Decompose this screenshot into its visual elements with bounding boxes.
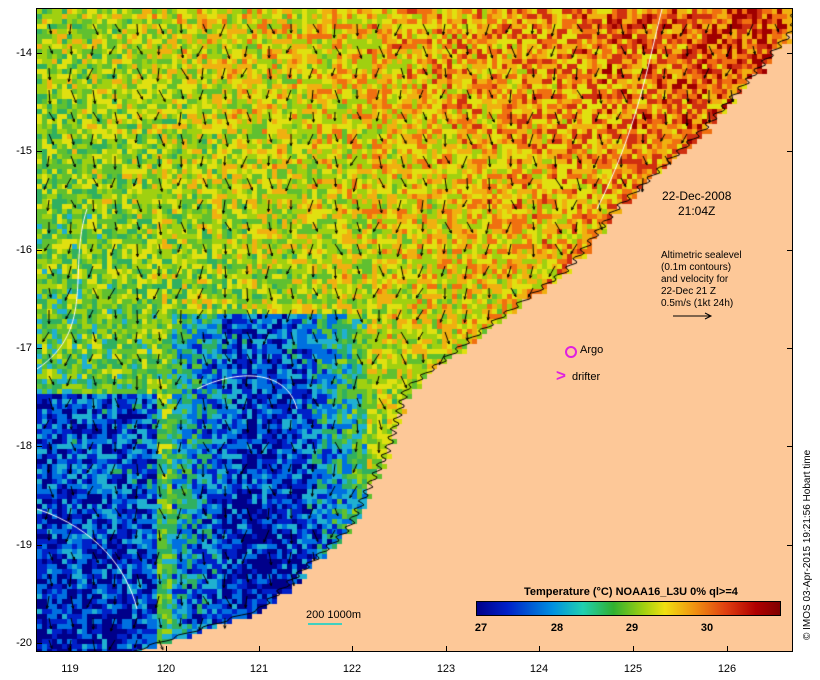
lat-tick bbox=[36, 250, 42, 251]
legend-arrow bbox=[673, 312, 713, 320]
lat-tick bbox=[36, 643, 42, 644]
lon-label-125: 125 bbox=[623, 663, 643, 675]
lon-label-124: 124 bbox=[529, 663, 549, 675]
lon-tick bbox=[446, 646, 447, 652]
lat-tick bbox=[787, 151, 793, 152]
lon-label-126: 126 bbox=[717, 663, 737, 675]
altimetry-line: 22-Dec 21 Z bbox=[661, 286, 717, 297]
time-label: 21:04Z bbox=[678, 204, 716, 218]
colorbar-tick: 30 bbox=[700, 622, 714, 634]
altimetry-legend: Altimetric sealevel (0.1m contours) and … bbox=[661, 250, 781, 310]
lat-tick bbox=[787, 446, 793, 447]
altimetry-line: 0.5m/s (1kt 24h) bbox=[661, 298, 734, 309]
temperature-colorbar bbox=[476, 601, 781, 616]
lon-label-123: 123 bbox=[436, 663, 456, 675]
lat-label-17: -17 bbox=[16, 342, 32, 354]
date-label: 22-Dec-2008 bbox=[662, 189, 732, 203]
lat-tick bbox=[787, 250, 793, 251]
sst-map bbox=[36, 8, 793, 652]
lat-tick bbox=[787, 348, 793, 349]
depth-contour-line bbox=[308, 623, 342, 625]
lon-tick bbox=[352, 646, 353, 652]
lat-tick bbox=[36, 151, 42, 152]
sst-field bbox=[37, 9, 792, 651]
lon-tick bbox=[166, 646, 167, 652]
lat-tick bbox=[36, 446, 42, 447]
lon-label-122: 122 bbox=[342, 663, 362, 675]
lat-label-19: -19 bbox=[16, 539, 32, 551]
lat-label-14: -14 bbox=[16, 47, 32, 59]
lat-label-18: -18 bbox=[16, 440, 32, 452]
lat-label-16: -16 bbox=[16, 244, 32, 256]
lat-tick bbox=[36, 348, 42, 349]
lon-tick bbox=[259, 646, 260, 652]
argo-marker-icon bbox=[565, 346, 577, 358]
lon-label-119: 119 bbox=[61, 663, 79, 675]
lat-tick bbox=[787, 545, 793, 546]
lon-label-120: 120 bbox=[156, 663, 176, 675]
depth-contour-legend: 200 1000m bbox=[306, 609, 362, 621]
drifter-label: drifter bbox=[572, 371, 601, 383]
lon-tick bbox=[70, 646, 71, 652]
lon-tick bbox=[539, 646, 540, 652]
lat-label-15: -15 bbox=[16, 145, 32, 157]
lon-tick bbox=[727, 646, 728, 652]
altimetry-line: Altimetric sealevel bbox=[661, 250, 742, 261]
argo-label: Argo bbox=[580, 344, 604, 356]
colorbar-tick: 28 bbox=[550, 622, 564, 634]
altimetry-line: and velocity for bbox=[661, 274, 729, 285]
lat-tick bbox=[36, 53, 42, 54]
colorbar-tick: 27 bbox=[474, 622, 488, 634]
lon-label-121: 121 bbox=[249, 663, 269, 675]
lat-tick bbox=[787, 53, 793, 54]
drifter-marker-icon: > bbox=[556, 366, 566, 385]
lat-tick bbox=[36, 545, 42, 546]
lat-label-20: -20 bbox=[16, 637, 32, 649]
lon-tick bbox=[633, 646, 634, 652]
colorbar-tick: 29 bbox=[625, 622, 639, 634]
altimetry-line: (0.1m contours) bbox=[661, 262, 732, 273]
colorbar-title: Temperature (°C) NOAA16_L3U 0% ql>=4 bbox=[524, 586, 738, 598]
imos-credit: © IMOS 03-Apr-2015 19:21:56 Hobart time bbox=[802, 449, 813, 640]
